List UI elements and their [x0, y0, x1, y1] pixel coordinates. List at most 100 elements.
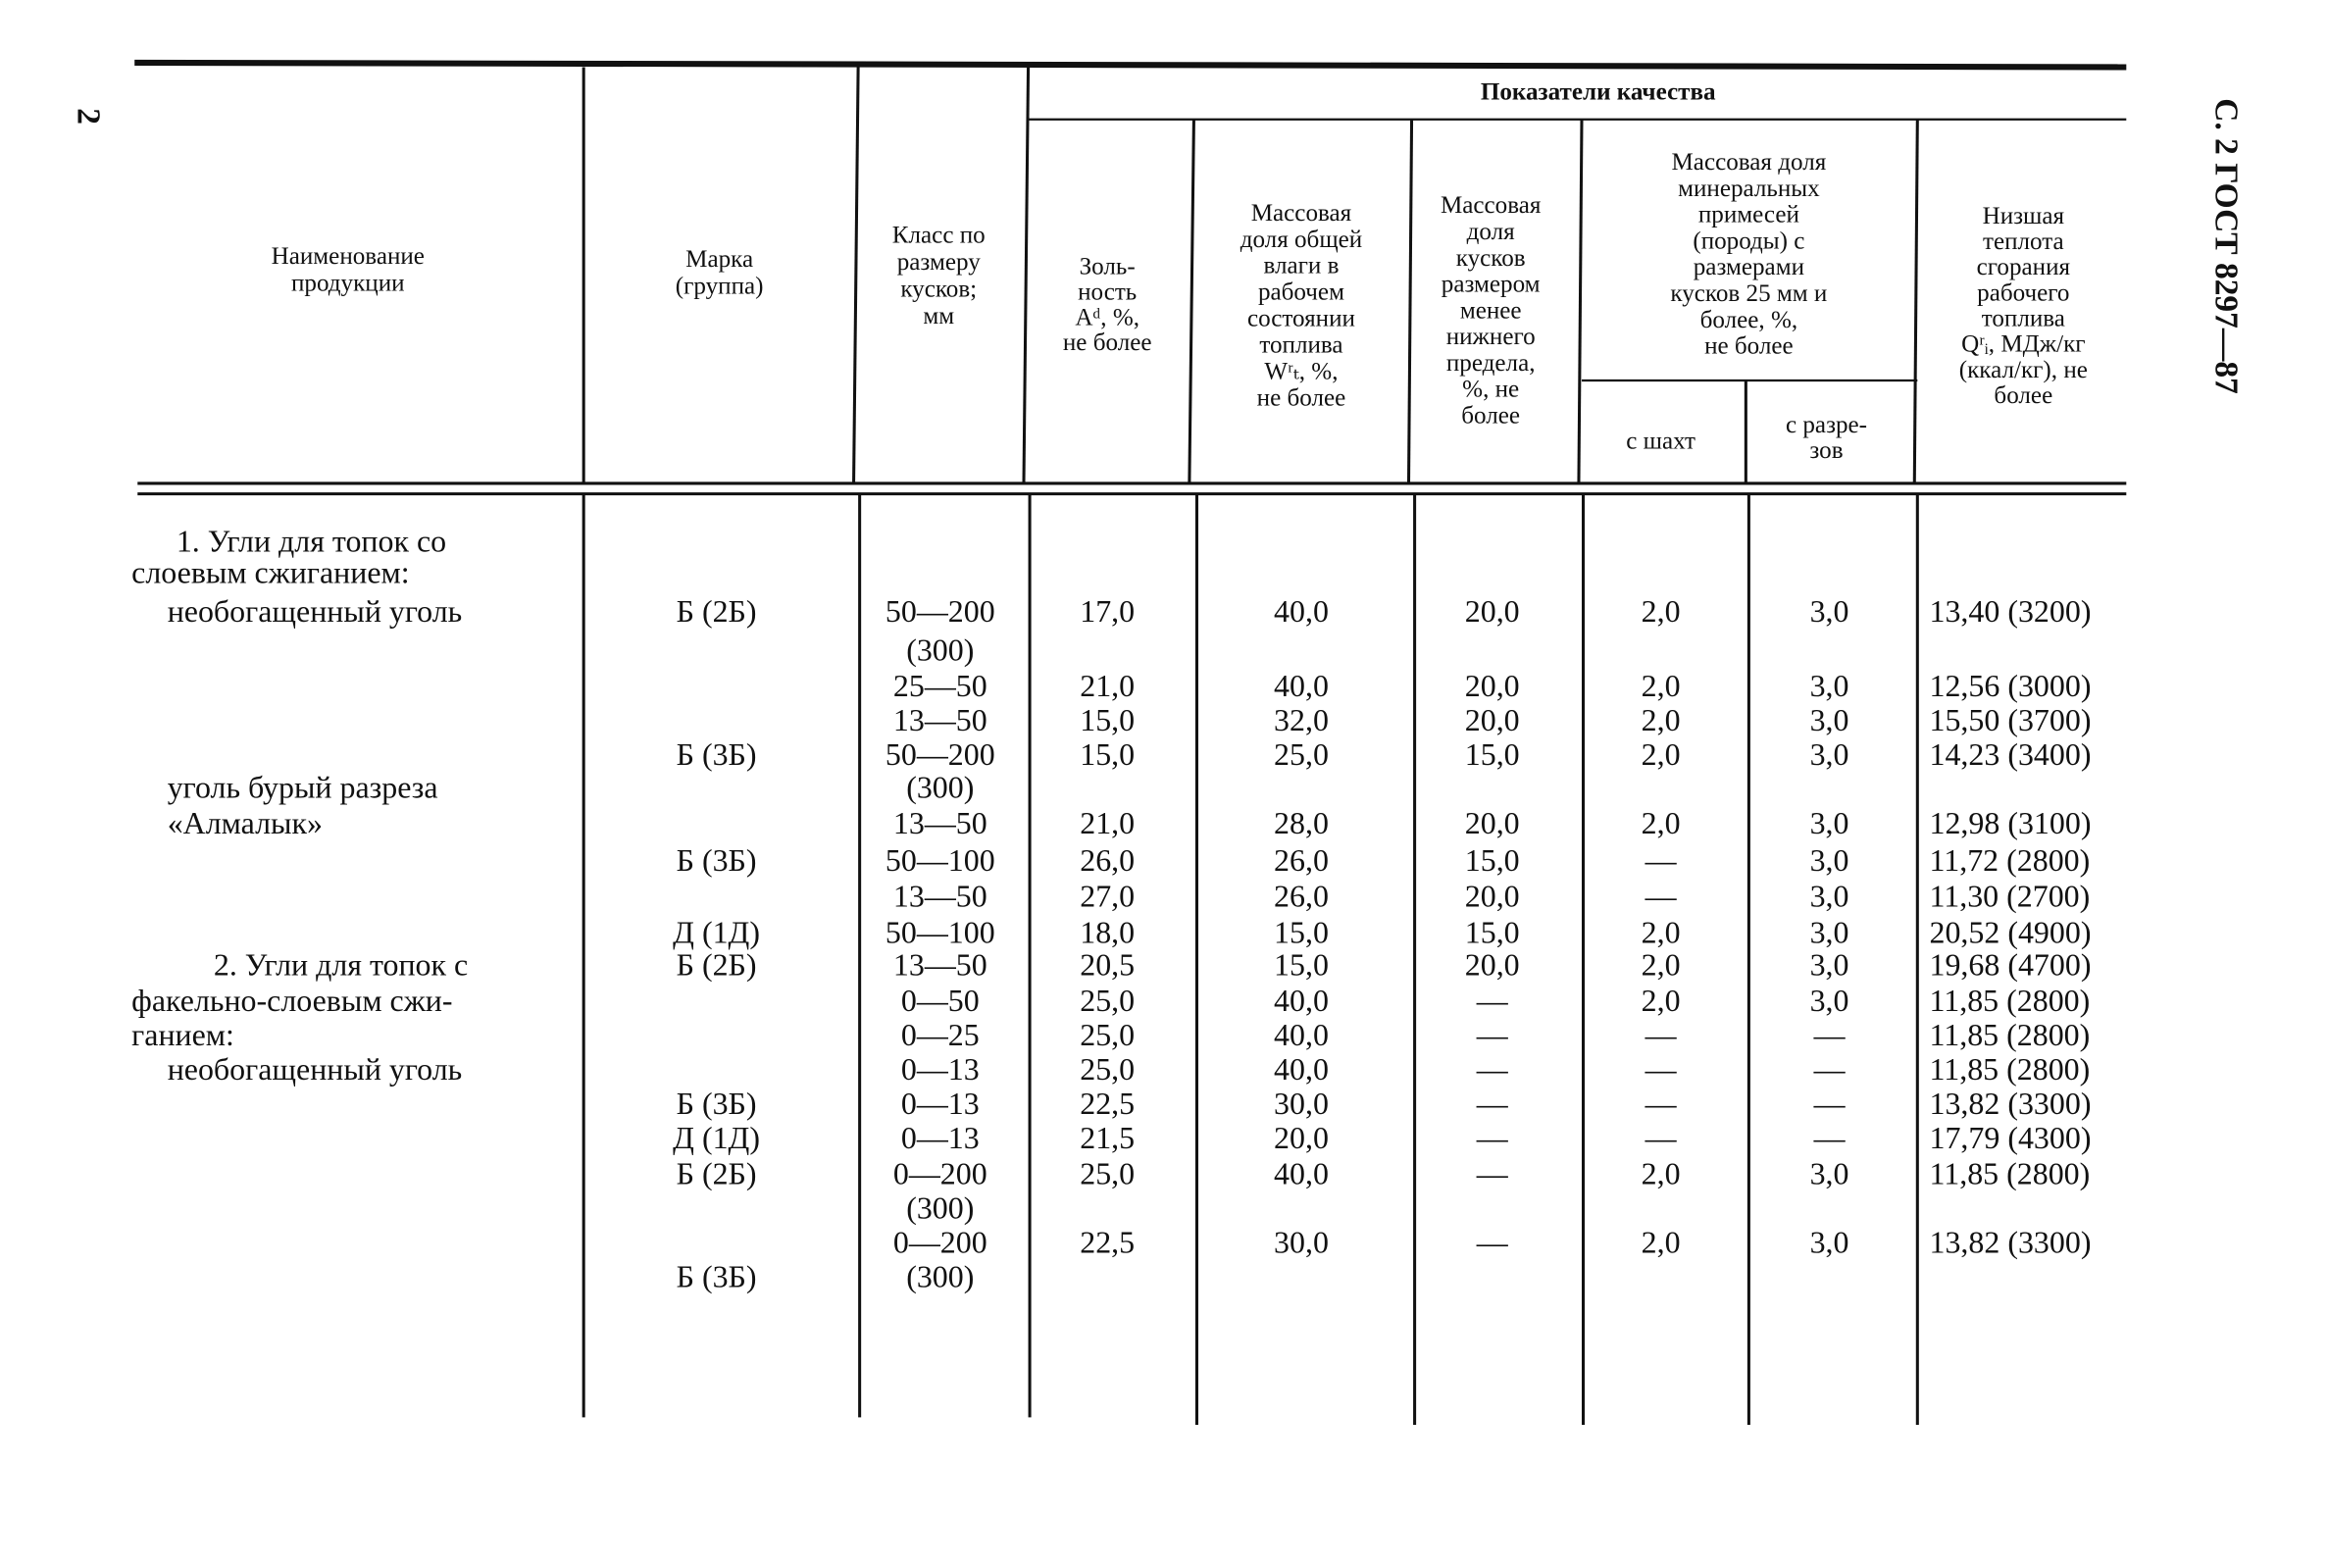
cell: 3,0 — [1810, 594, 1849, 629]
product-name: факельно-слоевым сжи- — [131, 984, 452, 1018]
column-header: доля общей — [1240, 227, 1363, 253]
cell: 22,5 — [1080, 1087, 1135, 1121]
cell: 2,0 — [1642, 1157, 1681, 1191]
cell: 13,82 (3300) — [1929, 1226, 2091, 1260]
cell: 30,0 — [1274, 1087, 1329, 1121]
cell: 15,0 — [1080, 737, 1135, 772]
cell: — — [1645, 1052, 1678, 1087]
cell: 2,0 — [1642, 737, 1681, 772]
column-header: минеральных — [1678, 176, 1820, 202]
column-header: Низшая — [1983, 203, 2065, 229]
cell: — — [1645, 843, 1678, 878]
column-header: кусков 25 мм и — [1670, 280, 1827, 307]
cell: 2,0 — [1642, 1226, 1681, 1260]
cell: 3,0 — [1810, 948, 1849, 983]
cell: 50—200 — [886, 594, 995, 629]
cell: 2,0 — [1642, 806, 1681, 840]
cell: 40,0 — [1274, 1157, 1329, 1191]
cell: (300) — [906, 771, 974, 805]
column-header: Золь- — [1080, 254, 1136, 280]
cell: 20,0 — [1465, 669, 1520, 703]
cell: 2,0 — [1642, 915, 1681, 949]
column-header: топлива — [1259, 331, 1342, 358]
cell: 3,0 — [1810, 984, 1849, 1018]
cell: 0—25 — [901, 1018, 980, 1052]
cell: 20,0 — [1465, 948, 1520, 983]
cell: 26,0 — [1274, 843, 1329, 878]
column-header: доля — [1467, 219, 1516, 245]
cell: 26,0 — [1080, 843, 1135, 878]
column-header: состоянии — [1247, 306, 1355, 332]
cell: — — [1476, 1226, 1509, 1260]
column-header: мм — [923, 303, 954, 329]
cell: 25—50 — [893, 669, 987, 703]
cell: 25,0 — [1080, 1157, 1135, 1191]
cell: 26,0 — [1274, 880, 1329, 914]
cell: — — [1476, 1121, 1509, 1155]
cell: Д (1Д) — [673, 915, 760, 949]
cell: Б (3Б) — [677, 737, 757, 772]
cell: — — [1813, 1052, 1847, 1087]
cell: 12,98 (3100) — [1929, 806, 2091, 840]
cell: Б (3Б) — [677, 843, 757, 878]
cell: 40,0 — [1274, 1052, 1329, 1087]
column-header: примесей — [1698, 202, 1799, 228]
column-header: предела, — [1446, 350, 1536, 377]
cell: 20,0 — [1465, 880, 1520, 914]
table-rules — [134, 59, 2127, 1425]
cell: 15,0 — [1465, 843, 1520, 878]
cell: 2,0 — [1642, 948, 1681, 983]
column-header: (ккал/кг), не — [1959, 357, 2088, 383]
cell: 15,0 — [1465, 915, 1520, 949]
cell: 50—100 — [886, 843, 995, 878]
cell: 2,0 — [1642, 594, 1681, 629]
cell: — — [1813, 1087, 1847, 1121]
column-rule — [1406, 119, 1414, 483]
cell: 3,0 — [1810, 737, 1849, 772]
cell: — — [1476, 1157, 1509, 1191]
cell: 30,0 — [1274, 1226, 1329, 1260]
column-header: более, %, — [1700, 307, 1798, 333]
cell: 2,0 — [1642, 703, 1681, 737]
cell: 50—200 — [886, 737, 995, 772]
column-header: не более — [1704, 333, 1794, 360]
cell: Б (2Б) — [677, 1157, 757, 1191]
cell: Б (2Б) — [677, 948, 757, 983]
column-header: кусков — [1456, 245, 1526, 272]
cell: — — [1645, 1121, 1678, 1155]
column-header: влаги в — [1263, 253, 1339, 279]
column-rule — [1188, 119, 1195, 483]
cell: 20,0 — [1274, 1121, 1329, 1155]
cell: Д (1Д) — [673, 1121, 760, 1155]
column-header: %, не — [1462, 377, 1519, 403]
cell: 20,52 (4900) — [1929, 915, 2091, 949]
cell: 20,0 — [1465, 594, 1520, 629]
column-header: более — [1461, 402, 1520, 429]
cell: — — [1645, 1018, 1678, 1052]
product-name: необогащенный уголь — [168, 1052, 463, 1087]
cell: 22,5 — [1080, 1226, 1135, 1260]
cell: 3,0 — [1810, 915, 1849, 949]
column-header: Массовая доля — [1671, 149, 1826, 176]
column-header: ность — [1078, 278, 1137, 305]
cell: — — [1476, 1052, 1509, 1087]
cell: 3,0 — [1810, 669, 1849, 703]
cell: — — [1813, 1018, 1847, 1052]
page-number: 2 — [70, 108, 106, 125]
cell: 21,0 — [1080, 806, 1135, 840]
cell: 15,50 (3700) — [1929, 703, 2091, 737]
column-header: (породы) с — [1693, 228, 1804, 254]
cell: 15,0 — [1274, 948, 1329, 983]
column-header: Массовая — [1441, 192, 1542, 219]
cell: 3,0 — [1810, 880, 1849, 914]
cell: Б (2Б) — [677, 594, 757, 629]
cell: 32,0 — [1274, 703, 1329, 737]
column-header: с разре- — [1786, 412, 1867, 438]
product-name: уголь бурый разреза — [168, 771, 438, 805]
cell: 17,0 — [1080, 594, 1135, 629]
cell: (300) — [906, 1191, 974, 1226]
cell: 25,0 — [1080, 984, 1135, 1018]
cell: 3,0 — [1810, 806, 1849, 840]
